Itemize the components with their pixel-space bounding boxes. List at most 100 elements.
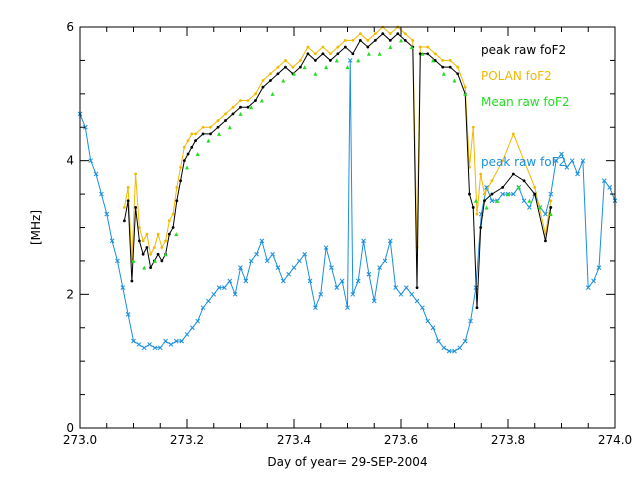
data-point (292, 71, 296, 76)
data-point (314, 52, 317, 56)
x-tick-label: 273.8 (491, 433, 525, 447)
data-point (336, 45, 340, 49)
y-axis-label: [MHz] (29, 210, 43, 245)
data-point (179, 179, 182, 183)
data-point (479, 172, 483, 176)
data-point (373, 32, 377, 36)
data-point (377, 265, 382, 270)
data-point (123, 206, 126, 209)
data-point (441, 59, 445, 62)
data-point (296, 258, 302, 264)
data-point (171, 212, 175, 216)
data-point (259, 98, 264, 103)
data-point (382, 258, 388, 264)
data-point (462, 338, 468, 344)
data-point (420, 305, 425, 311)
series-3 (77, 58, 618, 354)
data-point (418, 52, 422, 56)
data-point (411, 38, 415, 42)
data-point (426, 45, 430, 49)
data-point (157, 345, 163, 351)
data-point (280, 278, 286, 284)
data-point (248, 258, 254, 264)
data-point (93, 171, 99, 177)
data-point (313, 305, 318, 311)
data-point (433, 59, 437, 62)
data-point (82, 124, 88, 130)
data-point (254, 92, 257, 96)
data-point (456, 65, 460, 69)
legend-entry: peak raw foF2 (481, 43, 566, 57)
data-point (182, 145, 186, 149)
data-point (99, 191, 104, 197)
data-point (448, 59, 452, 62)
data-point (548, 212, 553, 217)
data-point (533, 192, 537, 196)
data-point (190, 132, 194, 136)
data-point (306, 45, 310, 49)
data-point (418, 45, 422, 49)
data-point (426, 52, 430, 56)
data-point (201, 132, 205, 136)
data-point (201, 125, 205, 129)
data-point (216, 285, 222, 291)
data-point (264, 258, 270, 264)
data-point (441, 345, 447, 351)
data-point (249, 105, 254, 110)
series-2 (131, 38, 553, 270)
data-point (420, 51, 425, 56)
data-point (403, 32, 407, 36)
data-point (136, 342, 142, 347)
data-point (318, 291, 324, 297)
data-point (510, 191, 516, 197)
data-point (291, 265, 297, 270)
data-point (179, 338, 185, 344)
data-point (306, 52, 310, 56)
data-point (163, 338, 168, 344)
data-point (206, 138, 211, 143)
data-point (501, 186, 505, 189)
legend-entry: POLAN foF2 (481, 69, 552, 83)
legend-entry: Mean raw foF2 (481, 95, 570, 109)
data-point (167, 232, 171, 236)
data-point (409, 45, 414, 50)
data-point (495, 198, 500, 203)
data-point (489, 198, 495, 204)
data-point (521, 198, 527, 204)
data-point (366, 38, 370, 42)
data-point (222, 285, 227, 291)
data-point (446, 348, 452, 354)
data-point (548, 191, 554, 197)
data-point (239, 99, 242, 102)
data-point (167, 219, 171, 223)
data-point (313, 71, 318, 76)
data-point (553, 158, 559, 164)
y-tick-label: 4 (66, 154, 74, 168)
data-point (307, 278, 313, 284)
data-point (174, 232, 179, 237)
data-point (387, 238, 393, 244)
series-1 (123, 25, 553, 263)
data-point (463, 91, 468, 96)
data-point (130, 279, 134, 283)
data-point (343, 45, 347, 49)
data-point (134, 172, 138, 176)
data-point (131, 258, 136, 263)
data-point (232, 291, 238, 297)
data-point (350, 291, 356, 297)
data-point (152, 345, 158, 351)
data-point (543, 211, 548, 217)
data-point (141, 239, 145, 243)
data-point (377, 51, 382, 56)
data-point (239, 105, 242, 109)
data-point (366, 51, 371, 56)
data-point (366, 45, 370, 49)
series-layer (77, 25, 618, 354)
data-point (511, 172, 515, 176)
data-point (414, 298, 420, 304)
data-point (147, 342, 152, 347)
data-point (351, 38, 355, 42)
x-axis-label: Day of year= 29-SEP-2004 (267, 455, 427, 469)
data-point (559, 151, 564, 157)
x-tick-label: 273.4 (277, 433, 311, 447)
